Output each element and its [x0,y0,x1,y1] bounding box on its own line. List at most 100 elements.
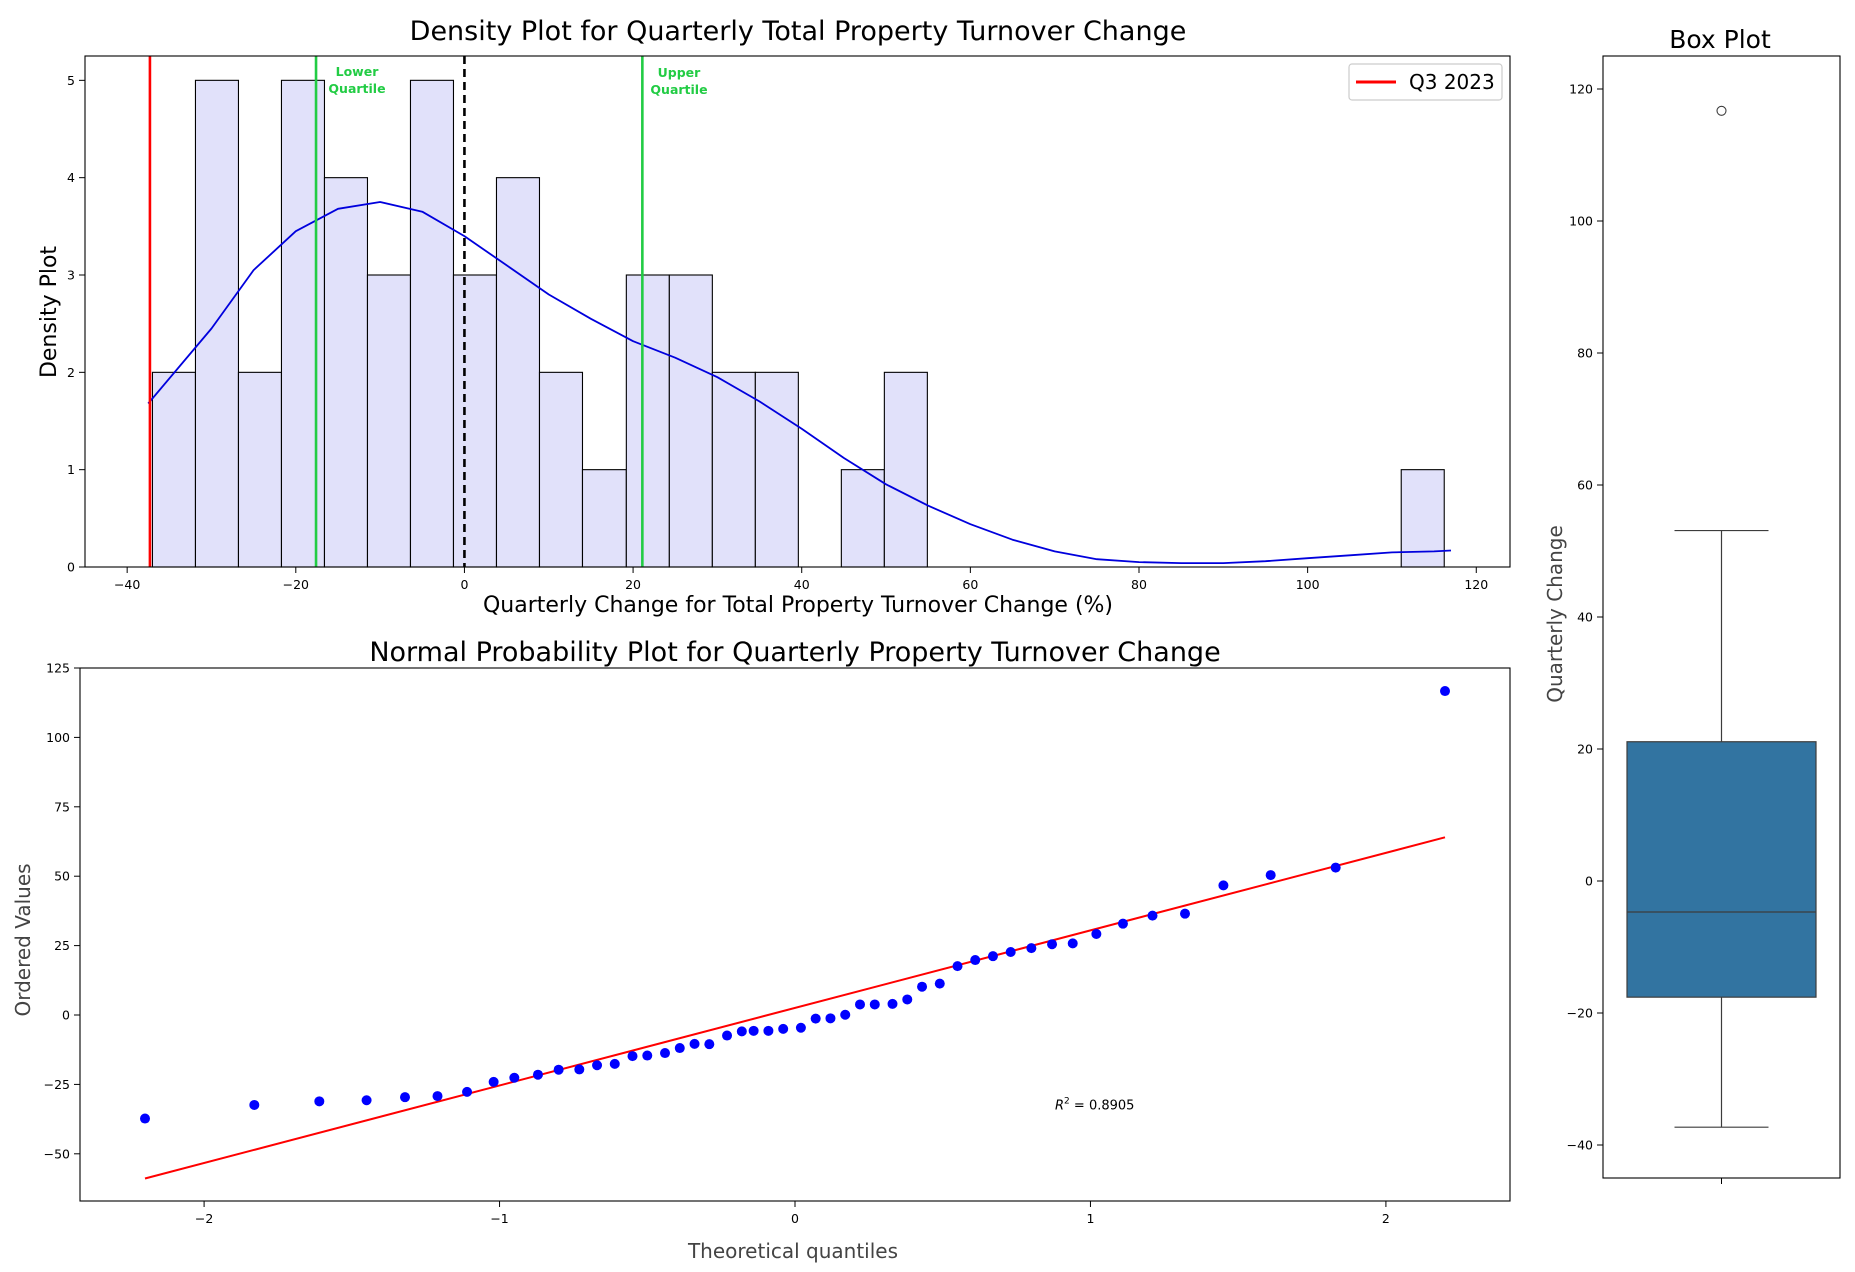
density-x-tick-label: −20 [283,577,309,592]
probability-y-axis-label: Ordered Values [11,863,35,1016]
probability-plot-frame [79,667,1511,1202]
qq-point [1026,943,1037,954]
histogram-bar-1 [194,79,240,568]
histogram-bar-9 [538,371,584,568]
qq-point [532,1069,543,1080]
probability-x-tick-label: 1 [1086,1211,1094,1226]
density-y-tick-label: 0 [67,560,75,575]
qq-point [1440,686,1450,697]
histogram-bar-6 [409,79,455,568]
histogram-bar-11 [625,274,670,568]
qq-point [825,1013,836,1024]
histogram-bar-7 [452,274,498,568]
density-x-tick-label: 80 [1131,577,1147,592]
lower-quartile-label-line1: Lower [336,64,380,79]
qq-point [140,1113,150,1124]
box-y-tick-label: 0 [1585,874,1593,889]
probability-y-ticks: −50 −25 0 25 50 75 100 125 [44,661,80,1161]
qq-point [704,1039,715,1050]
qq-point [509,1072,520,1083]
qq-point [952,961,963,972]
probability-plot-area [79,667,1511,1202]
histogram-bar-8 [495,177,541,568]
density-y-tick-label: 4 [67,170,75,185]
qq-point [553,1064,564,1075]
density-x-tick-label: 100 [1296,577,1320,592]
qq-point [722,1030,733,1041]
probability-plot-title: Normal Probability Plot for Quarterly Pr… [369,637,1220,668]
qq-point [1117,918,1128,929]
probability-y-tick-label: 100 [46,730,70,745]
r-squared-symbol: R [1055,1098,1064,1113]
qq-point [1218,880,1229,891]
qq-point [488,1076,499,1087]
probability-x-ticks: −2 −1 0 1 2 [195,1201,1390,1226]
qq-point [674,1043,685,1054]
qq-point [574,1064,585,1075]
density-plot-frame [84,55,1511,568]
qq-point [314,1096,325,1107]
qq-point [987,951,998,962]
qq-point [660,1048,670,1059]
box-y-tick-label: 80 [1577,346,1593,361]
probability-y-tick-label: 50 [54,869,70,884]
histogram-bar-16 [883,371,928,568]
qq-point [689,1038,700,1049]
box-y-tick-label: 60 [1577,478,1593,493]
qq-point [855,999,865,1010]
qq-point [432,1091,443,1102]
qq-point [902,994,913,1005]
density-y-ticks: 0 1 2 3 4 5 [67,73,85,575]
upper-quartile-label: Upper Quartile [650,65,707,97]
qq-point [840,1009,851,1020]
qq-point [400,1092,410,1103]
box-y-ticks: −40 −20 0 20 40 60 80 100 120 [1567,82,1603,1153]
outlier-point [1716,105,1727,116]
box-y-tick-label: 20 [1577,742,1593,757]
box-y-tick-label: 40 [1577,610,1593,625]
qq-point [1330,862,1341,873]
density-plot-area [84,55,1511,568]
density-x-axis-label: Quarterly Change for Total Property Turn… [483,593,1113,618]
qq-point [1265,870,1276,881]
density-y-tick-label: 5 [67,73,75,88]
histogram-bar-2 [237,371,283,568]
box-plot-area [1602,55,1841,1184]
qq-point [1067,938,1078,949]
r-squared-exponent: 2 [1064,1096,1070,1106]
density-y-tick-label: 1 [67,462,75,477]
kde-curve [147,201,1452,564]
box-plot-panel: Box Plot −40 −20 0 20 40 60 80 100 120 Quarterly… [1543,25,1841,1184]
density-x-tick-label: 120 [1464,577,1488,592]
upper-quartile-label-line1: Upper [658,65,702,80]
qq-point [887,998,898,1009]
qq-point [1180,908,1190,919]
box-y-tick-label: 120 [1569,82,1593,97]
probability-y-tick-label: 125 [46,661,70,676]
box-y-tick-label: 100 [1569,214,1593,229]
histogram-bar-5 [366,274,412,568]
lower-quartile-label-line2: Quartile [328,81,385,96]
probability-x-tick-label: −1 [490,1211,508,1226]
qq-point [748,1025,759,1036]
probability-y-tick-label: 75 [54,799,70,814]
density-y-tick-label: 2 [67,365,75,380]
probability-y-tick-label: −50 [44,1146,70,1161]
histogram-bar-4 [323,177,369,568]
legend-frame [1348,63,1503,101]
density-legend: Q3 2023 [1348,63,1503,101]
qq-point [1147,910,1158,921]
density-y-axis-label: Density Plot [37,246,62,378]
probability-x-tick-label: −2 [195,1211,213,1226]
qq-point [1047,939,1058,950]
histogram-bar-0 [151,371,197,568]
qq-point [1091,928,1102,939]
density-x-ticks: −40 −20 0 20 40 60 80 100 120 [114,567,1488,592]
interquartile-box [1626,741,1817,998]
histogram-bar-3 [280,79,326,568]
qq-point [970,955,981,966]
qq-point [917,981,928,992]
density-plot-panel: Density Plot for Quarterly Total Propert… [37,16,1511,618]
box-y-tick-label: −40 [1567,1138,1593,1153]
